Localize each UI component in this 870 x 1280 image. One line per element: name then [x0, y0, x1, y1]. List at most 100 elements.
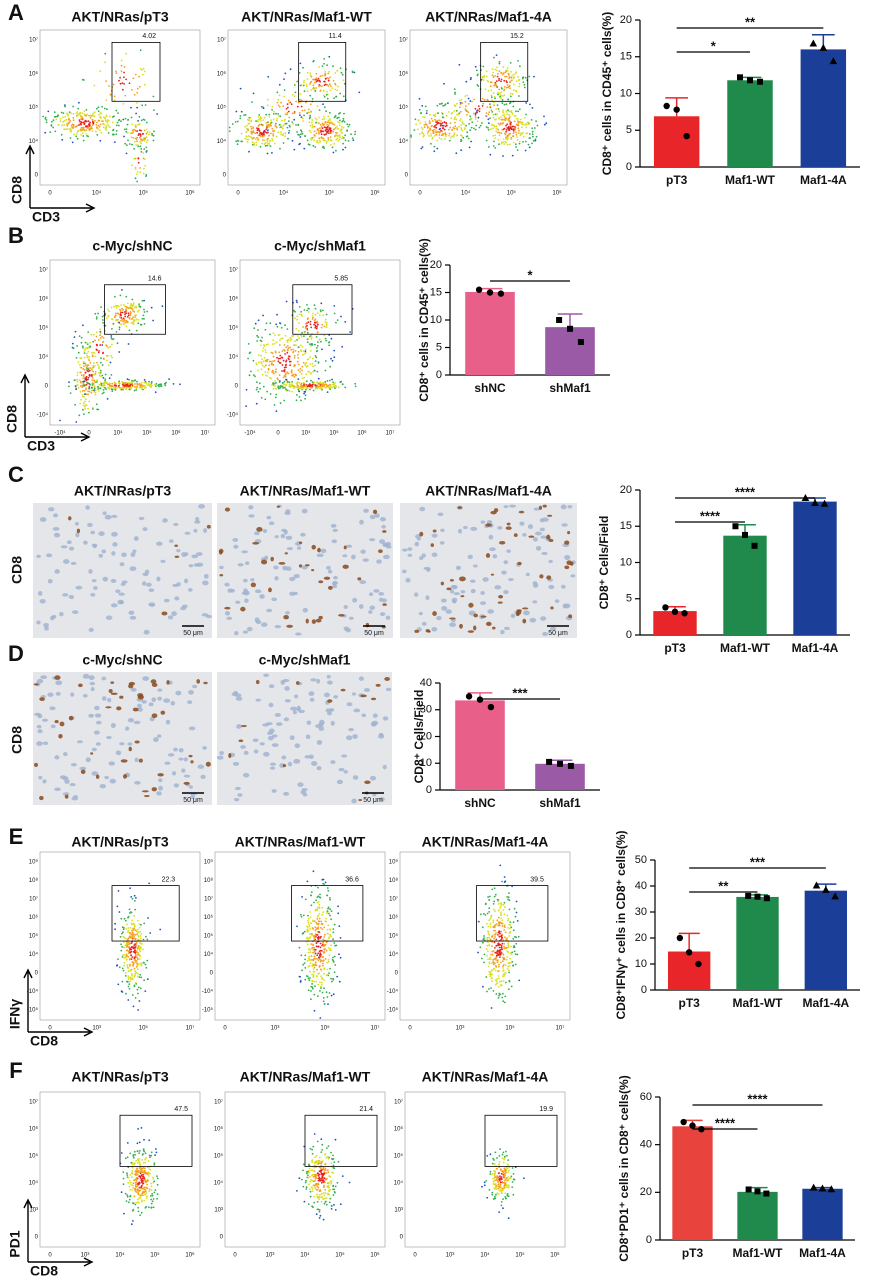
event-dot — [494, 137, 496, 139]
flow-y-tick: -10⁵ — [202, 1007, 214, 1014]
event-dot — [255, 402, 258, 405]
event-dot — [501, 942, 504, 945]
event-dot — [148, 1168, 151, 1170]
event-dot — [279, 402, 282, 405]
event-dot — [332, 1194, 335, 1196]
event-dot — [498, 60, 501, 63]
event-dot — [86, 347, 88, 349]
event-dot — [287, 110, 290, 113]
event-dot — [483, 937, 485, 939]
event-dot — [330, 944, 332, 947]
event-dot — [120, 319, 122, 322]
event-dot — [515, 900, 518, 903]
event-dot — [234, 121, 237, 123]
event-dot — [304, 898, 307, 901]
event-dot — [487, 925, 490, 928]
event-dot — [503, 1001, 506, 1004]
event-dot — [108, 310, 110, 313]
event-dot — [518, 95, 520, 97]
event-dot — [133, 1150, 136, 1153]
event-dot — [138, 1157, 141, 1160]
event-dot — [72, 105, 74, 108]
event-dot — [336, 117, 339, 119]
event-dot — [513, 120, 516, 123]
event-dot — [279, 115, 282, 118]
event-dot — [137, 992, 139, 995]
event-dot — [298, 143, 300, 146]
event-dot — [87, 120, 90, 123]
event-dot — [497, 975, 500, 977]
event-dot — [69, 392, 72, 394]
event-dot — [283, 78, 285, 80]
event-dot — [108, 85, 110, 87]
event-dot — [291, 374, 293, 377]
event-dot — [322, 1218, 325, 1221]
event-dot — [246, 124, 248, 127]
event-dot — [348, 123, 351, 126]
event-dot — [257, 390, 260, 393]
event-dot — [92, 364, 95, 367]
flow-y-tick: 10³ — [214, 1208, 223, 1214]
event-dot — [325, 1156, 328, 1159]
event-dot — [311, 336, 313, 339]
event-dot — [508, 965, 511, 967]
flow-y-tick: 10⁵ — [217, 104, 227, 111]
event-dot — [135, 1172, 137, 1175]
event-dot — [331, 378, 333, 381]
event-dot — [135, 942, 138, 945]
event-dot — [325, 1172, 328, 1175]
event-dot — [325, 142, 328, 145]
event-dot — [313, 125, 316, 128]
event-dot — [278, 83, 281, 86]
event-dot — [137, 161, 140, 164]
event-dot — [277, 131, 279, 134]
event-dot — [327, 960, 330, 963]
event-dot — [430, 142, 432, 145]
event-dot — [93, 111, 96, 114]
event-dot — [318, 338, 321, 340]
event-dot — [88, 124, 91, 127]
event-dot — [310, 379, 312, 382]
event-dot — [316, 1201, 319, 1203]
event-dot — [264, 398, 267, 401]
event-dot — [133, 933, 135, 936]
event-dot — [122, 928, 125, 931]
event-dot — [124, 321, 127, 324]
event-dot — [517, 132, 520, 135]
event-dot — [322, 1197, 324, 1200]
event-dot — [129, 132, 132, 135]
event-dot — [306, 304, 308, 306]
event-dot — [460, 134, 463, 137]
event-dot — [85, 393, 88, 396]
event-dot — [312, 928, 314, 930]
event-dot — [258, 361, 260, 364]
event-dot — [107, 314, 110, 317]
event-dot — [435, 121, 438, 124]
event-dot — [422, 135, 425, 138]
event-dot — [315, 928, 318, 931]
event-dot — [291, 335, 293, 338]
event-dot — [420, 112, 422, 115]
event-dot — [300, 105, 303, 108]
event-dot — [485, 112, 488, 114]
event-dot — [239, 87, 242, 90]
event-dot — [327, 1157, 330, 1160]
event-dot — [341, 137, 343, 140]
event-dot — [478, 126, 481, 129]
event-dot — [80, 336, 83, 339]
event-dot — [500, 953, 502, 955]
event-dot — [314, 961, 317, 964]
event-dot — [117, 312, 120, 315]
event-dot — [135, 1159, 138, 1162]
event-dot — [498, 977, 500, 980]
event-dot — [83, 110, 86, 113]
event-dot — [296, 105, 299, 108]
event-dot — [152, 1178, 155, 1180]
event-dot — [83, 349, 86, 352]
event-dot — [500, 946, 503, 949]
event-dot — [315, 132, 318, 135]
event-dot — [301, 117, 304, 120]
event-dot — [311, 958, 314, 961]
event-dot — [82, 373, 85, 376]
event-dot — [131, 977, 134, 980]
